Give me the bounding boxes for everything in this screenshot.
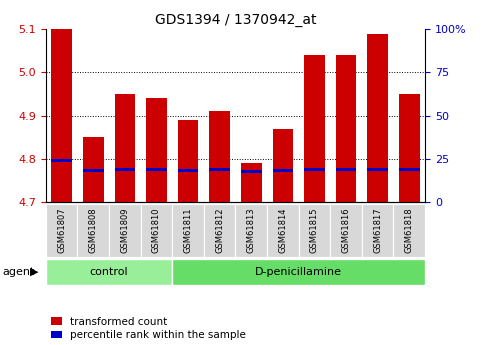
Bar: [304, 55, 325, 202]
Bar: [172, 204, 204, 257]
Text: GSM61809: GSM61809: [120, 208, 129, 253]
Bar: [368, 168, 388, 170]
Text: control: control: [90, 267, 128, 277]
Text: GSM61810: GSM61810: [152, 208, 161, 253]
Bar: [241, 163, 261, 202]
Text: ▶: ▶: [30, 267, 39, 277]
Text: GSM61817: GSM61817: [373, 207, 382, 253]
Legend: transformed count, percentile rank within the sample: transformed count, percentile rank withi…: [51, 317, 246, 340]
Bar: [83, 169, 103, 172]
Bar: [114, 168, 135, 171]
Bar: [114, 94, 135, 202]
Bar: [46, 259, 172, 285]
Bar: [146, 98, 167, 202]
Bar: [330, 204, 362, 257]
Bar: [46, 204, 77, 257]
Bar: [109, 204, 141, 257]
Text: GSM61807: GSM61807: [57, 207, 66, 253]
Bar: [83, 137, 103, 202]
Bar: [304, 168, 325, 171]
Bar: [210, 111, 230, 202]
Text: agent: agent: [2, 267, 35, 277]
Bar: [368, 34, 388, 202]
Bar: [394, 204, 425, 257]
Text: GSM61813: GSM61813: [247, 207, 256, 253]
Bar: [210, 168, 230, 171]
Bar: [141, 204, 172, 257]
Bar: [241, 170, 261, 173]
Title: GDS1394 / 1370942_at: GDS1394 / 1370942_at: [155, 13, 316, 27]
Bar: [51, 159, 72, 162]
Bar: [336, 55, 356, 202]
Bar: [336, 168, 356, 170]
Bar: [267, 204, 298, 257]
Text: GSM61818: GSM61818: [405, 207, 414, 253]
Bar: [272, 169, 293, 172]
Text: GSM61812: GSM61812: [215, 208, 224, 253]
Bar: [51, 29, 72, 202]
Bar: [172, 259, 425, 285]
Bar: [399, 168, 420, 171]
Text: GSM61814: GSM61814: [278, 208, 287, 253]
Bar: [77, 204, 109, 257]
Text: GSM61816: GSM61816: [341, 207, 351, 253]
Text: GSM61811: GSM61811: [184, 208, 193, 253]
Text: D-penicillamine: D-penicillamine: [255, 267, 342, 277]
Text: GSM61815: GSM61815: [310, 208, 319, 253]
Bar: [399, 94, 420, 202]
Bar: [178, 169, 199, 172]
Bar: [236, 204, 267, 257]
Bar: [146, 168, 167, 171]
Bar: [362, 204, 394, 257]
Bar: [204, 204, 236, 257]
Bar: [272, 129, 293, 202]
Bar: [298, 204, 330, 257]
Text: GSM61808: GSM61808: [89, 207, 98, 253]
Bar: [178, 120, 199, 202]
